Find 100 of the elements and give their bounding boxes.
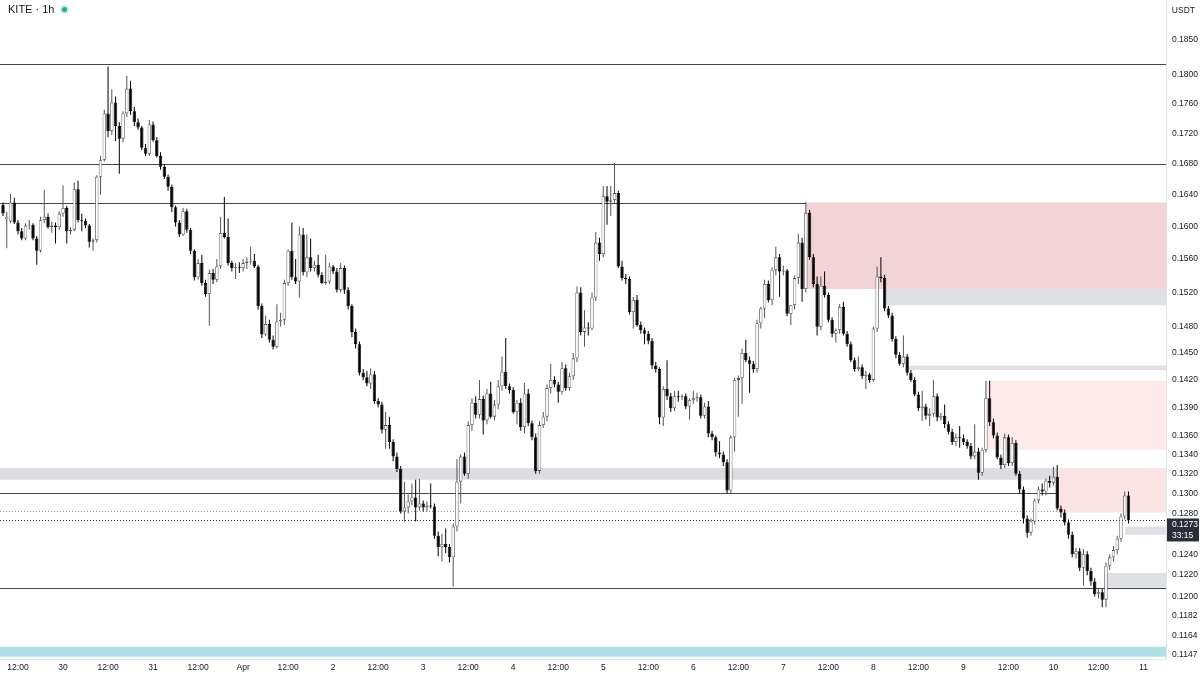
- x-tick-label: Apr: [236, 662, 250, 673]
- x-tick-label: 12:00: [97, 662, 119, 673]
- candlestick: [545, 384, 549, 422]
- y-tick-label: 0.1220: [1172, 569, 1199, 580]
- x-tick-label: 9: [961, 662, 967, 673]
- y-tick-label: 0.1720: [1172, 127, 1199, 138]
- y-tick-label: 0.1300: [1172, 487, 1199, 498]
- candlestick: [800, 237, 804, 302]
- candlestick: [635, 294, 639, 327]
- candlestick: [181, 208, 185, 237]
- candlestick: [717, 441, 722, 459]
- x-tick-label: 4: [510, 662, 516, 673]
- candlestick: [830, 317, 834, 338]
- candlestick: [860, 364, 864, 380]
- x-tick-label: 8: [871, 662, 877, 673]
- y-tick-label: 0.1320: [1172, 468, 1199, 479]
- candlestick: [710, 430, 714, 441]
- candlestick: [1014, 440, 1018, 476]
- ref-line-label: 0.1273 33:15: [1172, 519, 1199, 540]
- x-tick-label: 12:00: [1087, 662, 1110, 673]
- candlestick: [954, 433, 958, 446]
- candlestick: [395, 452, 399, 472]
- candlestick: [665, 360, 669, 400]
- candlestick: [999, 454, 1003, 469]
- candlestick: [969, 443, 973, 460]
- x-tick-label: 12:00: [637, 662, 660, 673]
- chart-title: KITE · 1h: [8, 3, 55, 15]
- candlestick: [136, 118, 140, 130]
- candlestick: [1059, 505, 1063, 518]
- candlestick: [561, 361, 563, 395]
- candlestick: [196, 258, 200, 280]
- candlestick: [894, 336, 898, 359]
- candlestick: [425, 501, 429, 512]
- candlestick: [756, 319, 758, 373]
- x-tick-label: 12:00: [727, 662, 750, 673]
- candlestick: [909, 369, 913, 382]
- candlestick: [650, 338, 654, 370]
- y-tick-label: 0.1340: [1172, 448, 1199, 459]
- x-tick-label: 12:00: [457, 662, 480, 673]
- y-tick-label: 0.1850: [1172, 34, 1199, 45]
- y-tick-label: 0.1450: [1172, 347, 1199, 358]
- x-tick-label: 3: [420, 662, 426, 673]
- x-tick-label: 12:00: [997, 662, 1020, 673]
- candlestick: [576, 286, 578, 362]
- candlestick: [122, 111, 124, 143]
- candlestick: [380, 401, 384, 434]
- candlestick: [516, 400, 518, 425]
- y-tick-label: 0.1600: [1172, 220, 1199, 231]
- candlestick: [845, 331, 849, 347]
- candlestick: [271, 335, 275, 350]
- candlestick: [286, 249, 290, 286]
- x-tick-label: 2: [330, 662, 336, 673]
- candlestick: [31, 223, 35, 241]
- x-tick-label: 10: [1048, 662, 1059, 673]
- x-tick-label: 30: [58, 662, 69, 673]
- candlestick: [61, 185, 65, 217]
- x-tick-label: 11: [1139, 662, 1149, 673]
- y-tick-label: 0.1480: [1172, 321, 1199, 332]
- candlestick: [410, 483, 414, 506]
- x-tick-label: 6: [690, 662, 696, 673]
- candlestick: [530, 420, 534, 441]
- candlestick: [485, 389, 489, 425]
- candlestick: [16, 220, 20, 235]
- candlestick: [241, 258, 245, 272]
- x-tick-label: 12:00: [187, 662, 209, 673]
- candlestick: [166, 174, 170, 191]
- candlestick: [350, 304, 354, 338]
- y-tick-label: 0.1200: [1172, 590, 1199, 601]
- candlestick: [335, 268, 339, 293]
- candlestick: [106, 66, 110, 138]
- candlestick: [1029, 518, 1033, 536]
- candlestick: [785, 268, 789, 317]
- candlestick: [290, 222, 294, 280]
- candlestick: [76, 180, 80, 223]
- y-tick-label: 0.1420: [1172, 374, 1199, 385]
- candlestick: [740, 348, 744, 404]
- y-tick-label: 0.1680: [1172, 158, 1199, 169]
- candlestick: [305, 234, 309, 278]
- candlestick: [815, 276, 819, 336]
- candlestick: [1, 202, 5, 217]
- candlestick: [1045, 478, 1047, 496]
- candlestick: [620, 260, 624, 281]
- y-tick-label: 0.1360: [1172, 429, 1199, 440]
- candlestick: [725, 459, 729, 494]
- y-tick-label: 0.1390: [1172, 401, 1199, 412]
- candlestick: [924, 403, 928, 420]
- candlestick: [985, 380, 987, 453]
- candlestick: [771, 267, 773, 306]
- candlestick: [1105, 562, 1107, 608]
- candlestick: [1089, 567, 1093, 586]
- candlestick: [501, 356, 503, 391]
- x-tick-label: 12:00: [547, 662, 570, 673]
- candlestick: [46, 213, 50, 229]
- y-tick-label: 0.1640: [1172, 189, 1199, 200]
- candlestick: [471, 398, 473, 431]
- y-tick-label: 0.1164: [1172, 629, 1198, 640]
- candlestick: [605, 186, 609, 225]
- x-tick-label: 12:00: [277, 662, 300, 673]
- y-axis-title: USDT: [1171, 5, 1195, 15]
- x-tick-label: 7: [780, 662, 786, 673]
